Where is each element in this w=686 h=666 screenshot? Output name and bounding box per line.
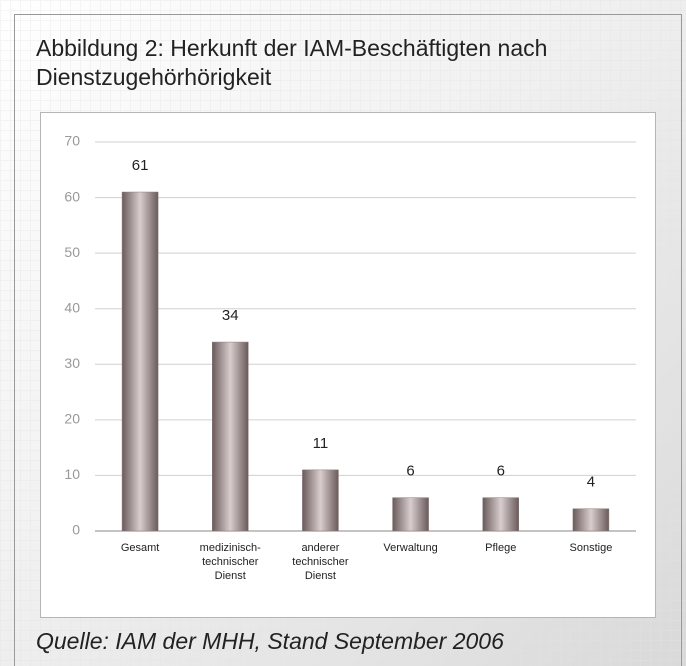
x-tick-label: medizinisch-technischer Dienst [199, 542, 261, 582]
value-label: 34 [222, 307, 239, 324]
x-tick-label: Verwaltung [383, 542, 438, 554]
chart-title: Abbildung 2: Herkunft der IAM-Beschäftig… [36, 35, 548, 90]
x-tick-label: Sonstige [569, 542, 613, 554]
bar [121, 191, 159, 532]
y-tick-label: 50 [64, 244, 80, 260]
y-tick-label: 70 [64, 133, 80, 149]
value-label: 11 [313, 435, 329, 452]
y-tick-label: 10 [64, 466, 80, 482]
value-label: 6 [406, 463, 414, 480]
y-tick-label: 20 [64, 411, 80, 427]
bar [392, 497, 429, 532]
y-tick-label: 0 [72, 522, 80, 538]
frame [14, 14, 682, 666]
bar [572, 508, 610, 532]
y-tick-label: 60 [64, 188, 80, 204]
x-tick-label: Gesamt [120, 542, 160, 554]
x-tick-label: Pflege [485, 542, 517, 554]
value-label: 61 [132, 157, 149, 174]
value-label: 4 [587, 474, 595, 491]
value-label: 6 [497, 463, 505, 480]
x-tick-label: anderer technischer Dienst [292, 542, 349, 582]
source-note: Quelle: IAM der MHH, Stand September 200… [36, 628, 504, 654]
bar [482, 497, 519, 532]
y-tick-label: 40 [64, 299, 80, 315]
bar [212, 341, 249, 532]
y-tick-label: 30 [64, 355, 80, 371]
bar [302, 469, 339, 532]
